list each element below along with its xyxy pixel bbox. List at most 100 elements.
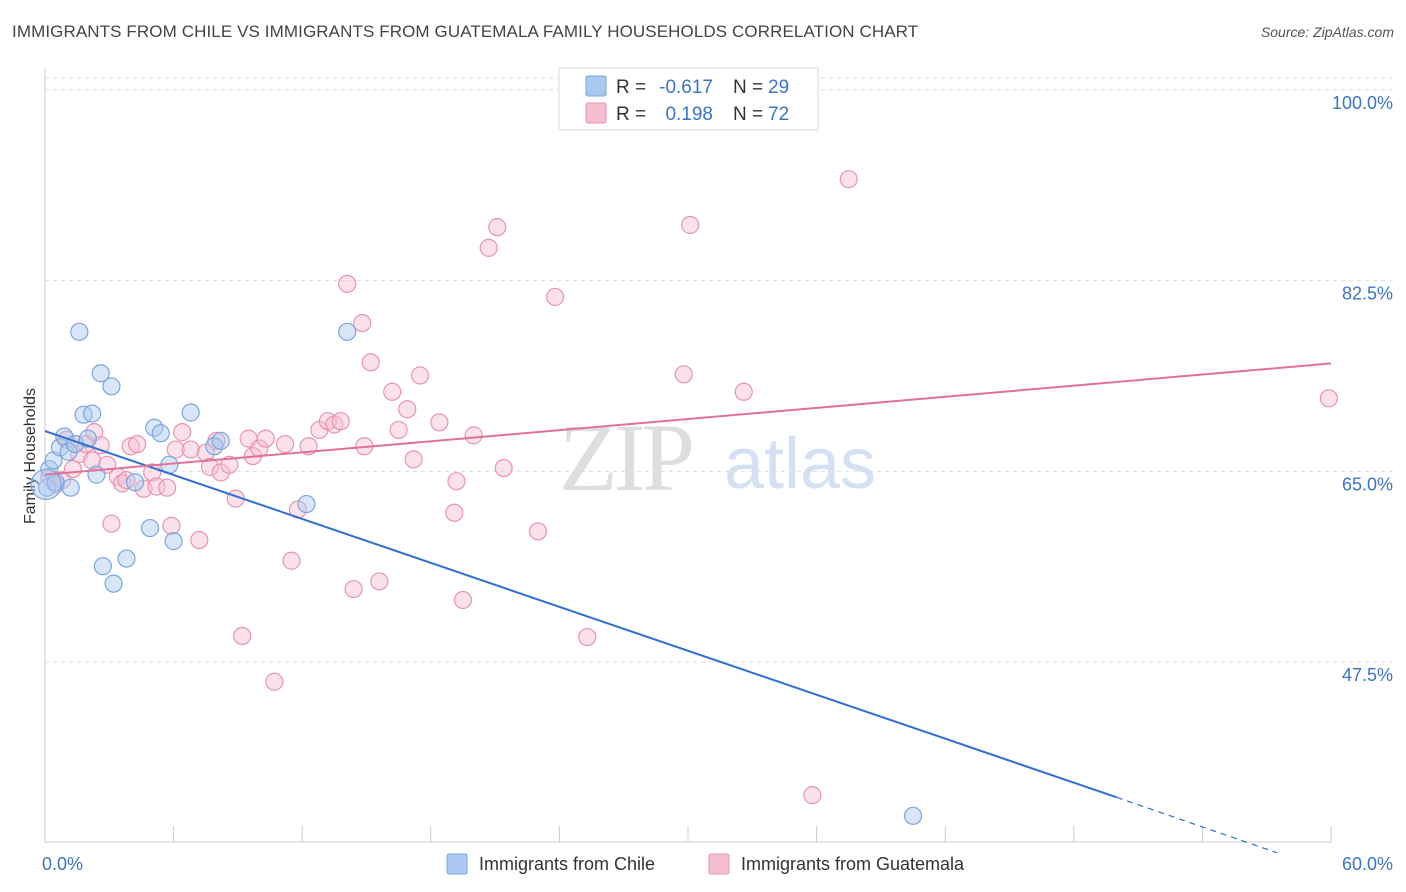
chile-n-label: N = xyxy=(733,77,763,98)
guatemala-point xyxy=(383,382,402,401)
guatemala-r-value: 0.198 xyxy=(665,104,713,125)
chile-point xyxy=(91,364,110,383)
guatemala-point xyxy=(445,503,464,522)
chile-point xyxy=(125,473,145,492)
y-tick-label: 47.5% xyxy=(1342,665,1393,685)
chile-points xyxy=(30,322,923,825)
guatemala-point xyxy=(162,516,181,535)
source-label: Source: ZipAtlas.com xyxy=(1260,24,1394,40)
chile-point xyxy=(297,494,316,514)
chile-point xyxy=(211,431,230,450)
chile-trend-extension xyxy=(1116,796,1278,854)
guatemala-point xyxy=(839,170,858,189)
guatemala-point xyxy=(338,274,357,293)
guatemala-point xyxy=(464,426,483,445)
chile-series-label: Immigrants from Chile xyxy=(479,854,655,874)
chile-point-cluster xyxy=(30,468,62,501)
series-legend: Immigrants from Chile Immigrants from Gu… xyxy=(446,853,965,875)
chile-series-swatch xyxy=(446,853,468,875)
guatemala-point xyxy=(674,365,693,384)
chile-point xyxy=(151,424,170,443)
guatemala-point xyxy=(282,551,301,570)
guatemala-point xyxy=(233,626,252,646)
guatemala-point xyxy=(331,412,350,431)
guatemala-trend-line xyxy=(44,362,1332,476)
guatemala-point xyxy=(404,450,423,469)
guatemala-point xyxy=(398,400,417,419)
guatemala-point xyxy=(344,579,363,599)
x-tick-label: 0.0% xyxy=(42,854,83,874)
guatemala-point xyxy=(410,366,430,385)
chile-point xyxy=(50,438,70,457)
guatemala-r-label: R = xyxy=(616,104,646,125)
chile-point xyxy=(181,403,200,422)
chile-point xyxy=(78,429,97,448)
guatemala-point xyxy=(370,572,389,591)
chile-point xyxy=(102,377,121,396)
guatemala-point xyxy=(353,313,372,333)
guatemala-point xyxy=(63,460,82,479)
y-tick-label: 100.0% xyxy=(1332,93,1393,113)
guatemala-point xyxy=(430,413,449,432)
guatemala-point xyxy=(275,434,295,454)
guatemala-point xyxy=(173,423,192,442)
chile-point xyxy=(338,322,357,341)
chile-point xyxy=(903,806,923,825)
chile-r-value: -0.617 xyxy=(659,77,713,98)
watermark-atlas: atlas xyxy=(724,424,876,504)
chile-trend-line xyxy=(44,430,1117,799)
chile-r-label: R = xyxy=(616,77,646,98)
guatemala-point xyxy=(546,287,565,307)
watermark-zip: ZIP xyxy=(559,404,692,511)
y-tick-label: 65.0% xyxy=(1342,474,1393,494)
guatemala-point xyxy=(1319,389,1338,408)
x-tick-labels: 0.0% 60.0% xyxy=(42,854,1393,874)
guatemala-point xyxy=(734,382,753,401)
guatemala-point xyxy=(190,530,209,550)
y-tick-label: 82.5% xyxy=(1342,284,1393,304)
chile-point xyxy=(59,442,78,461)
guatemala-point xyxy=(578,627,597,647)
guatemala-series-swatch xyxy=(708,853,730,875)
guatemala-point xyxy=(361,353,380,372)
guatemala-point xyxy=(83,451,102,470)
guatemala-point xyxy=(166,440,185,459)
chile-point xyxy=(70,322,89,341)
stats-legend: R = -0.617 N = 29 R = 0.198 N = 72 xyxy=(558,67,819,131)
chile-legend-swatch xyxy=(585,75,607,97)
trend-lines xyxy=(44,362,1332,854)
chile-point xyxy=(83,404,102,423)
chart-title: IMMIGRANTS FROM CHILE VS IMMIGRANTS FROM… xyxy=(12,22,919,41)
guatemala-point xyxy=(389,420,408,440)
gridlines xyxy=(45,77,1394,663)
chile-point xyxy=(117,549,136,568)
chile-n-value: 29 xyxy=(768,77,789,98)
x-ticks xyxy=(44,826,1332,842)
guatemala-point xyxy=(158,478,177,497)
guatemala-n-value: 72 xyxy=(768,104,789,125)
chile-point xyxy=(104,574,123,593)
guatemala-point xyxy=(128,434,147,454)
guatemala-point xyxy=(220,455,239,474)
x-tick-label: 60.0% xyxy=(1342,854,1393,874)
chile-point xyxy=(93,557,112,576)
y-axis-label: Family Households xyxy=(22,388,39,524)
y-tick-labels: 47.5% 65.0% 82.5% 100.0% xyxy=(1332,93,1393,685)
guatemala-point xyxy=(453,590,473,610)
guatemala-point xyxy=(479,238,498,257)
guatemala-point xyxy=(200,457,220,477)
guatemala-point xyxy=(256,429,275,448)
guatemala-point xyxy=(181,440,200,459)
guatemala-n-label: N = xyxy=(733,104,763,125)
guatemala-point xyxy=(447,472,466,491)
guatemala-point xyxy=(681,215,700,235)
guatemala-series-label: Immigrants from Guatemala xyxy=(741,854,965,874)
guatemala-legend-swatch xyxy=(585,102,607,124)
chile-point xyxy=(140,518,160,538)
guatemala-point xyxy=(494,458,513,478)
guatemala-point xyxy=(488,218,507,237)
guatemala-point xyxy=(528,522,548,541)
chile-point xyxy=(164,532,183,551)
guatemala-point xyxy=(102,514,121,533)
